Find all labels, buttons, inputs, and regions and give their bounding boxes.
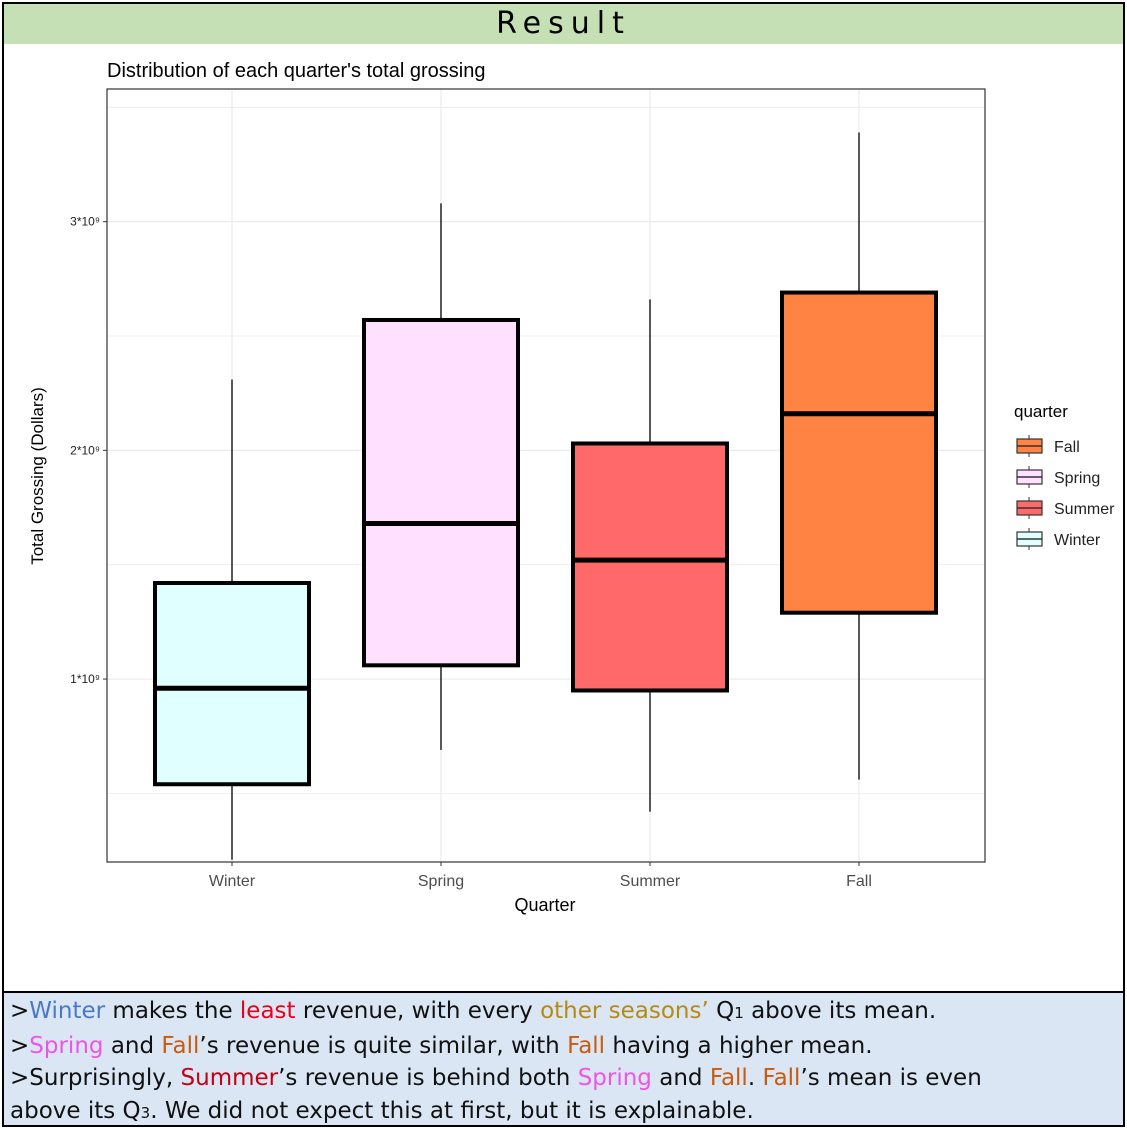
y-tick-labels: 1*10⁹ 2*10⁹ 3*10⁹ [70, 215, 107, 686]
box-body [364, 320, 518, 665]
y-axis-label: Total Grossing (Dollars) [28, 387, 47, 565]
note-line-2: >Spring and Fall’s revenue is quite simi… [10, 1030, 1117, 1063]
note-line-4: above its Q3. We did not expect this at … [10, 1095, 1117, 1129]
box-plot: Distribution of each quarter's total gro… [0, 44, 1127, 991]
legend: quarter Fall Spring Summer Winter [1014, 402, 1115, 550]
result-title: Result [496, 6, 631, 41]
note-line-3: >Surprisingly, Summer’s revenue is behin… [10, 1062, 1117, 1095]
legend-item-spring: Spring [1017, 466, 1100, 488]
findings-notes: >Winter makes the least revenue, with ev… [2, 991, 1125, 1127]
x-tick-label: Fall [846, 873, 872, 890]
box-fall [782, 132, 936, 779]
result-header: Result [2, 2, 1125, 46]
legend-label: Summer [1054, 501, 1115, 518]
legend-label: Spring [1054, 470, 1100, 487]
box-summer [573, 299, 727, 811]
chart-title: Distribution of each quarter's total gro… [107, 60, 485, 82]
x-axis-label: Quarter [514, 895, 575, 915]
legend-title: quarter [1014, 402, 1068, 421]
x-tick-label: Summer [620, 873, 681, 890]
y-tick-label: 2*10⁹ [70, 443, 100, 457]
legend-item-winter: Winter [1017, 528, 1101, 550]
box-spring [364, 203, 518, 750]
boxes [155, 132, 936, 859]
x-tick-label: Spring [418, 873, 464, 890]
box-winter [155, 379, 309, 859]
x-tick-label: Winter [209, 873, 256, 890]
legend-item-summer: Summer [1017, 497, 1115, 519]
note-line-1: >Winter makes the least revenue, with ev… [10, 995, 1117, 1030]
y-tick-label: 1*10⁹ [70, 672, 100, 686]
box-body [155, 583, 309, 784]
legend-label: Winter [1054, 532, 1101, 549]
y-tick-label: 3*10⁹ [70, 215, 100, 229]
box-body [782, 293, 936, 613]
x-tick-labels: Winter Spring Summer Fall [209, 862, 872, 890]
box-body [573, 443, 727, 690]
legend-item-fall: Fall [1017, 435, 1080, 457]
legend-label: Fall [1054, 439, 1080, 456]
